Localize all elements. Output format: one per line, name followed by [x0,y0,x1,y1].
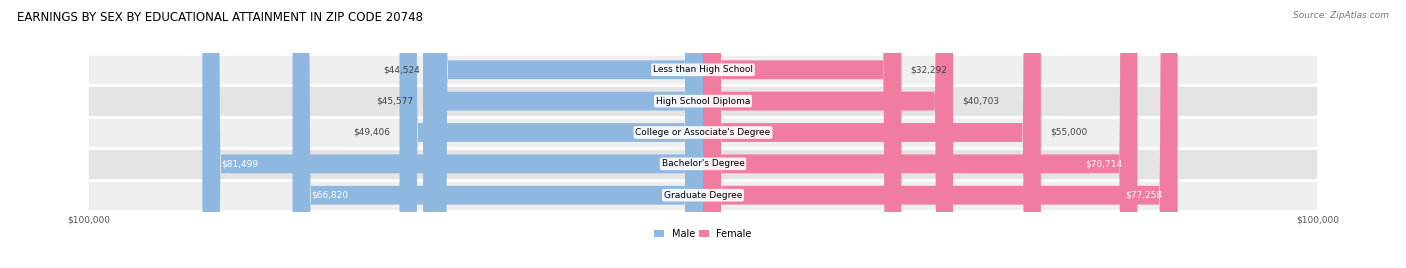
Text: Less than High School: Less than High School [652,65,754,74]
FancyBboxPatch shape [89,85,1317,117]
FancyBboxPatch shape [202,0,703,268]
FancyBboxPatch shape [429,0,703,268]
Text: $70,714: $70,714 [1085,159,1122,168]
FancyBboxPatch shape [292,0,703,268]
FancyBboxPatch shape [89,54,1317,85]
Text: $32,292: $32,292 [911,65,948,74]
FancyBboxPatch shape [423,0,703,268]
Text: $49,406: $49,406 [353,128,391,137]
FancyBboxPatch shape [703,0,901,268]
Text: $66,820: $66,820 [311,191,349,200]
Text: $45,577: $45,577 [377,97,413,106]
Text: EARNINGS BY SEX BY EDUCATIONAL ATTAINMENT IN ZIP CODE 20748: EARNINGS BY SEX BY EDUCATIONAL ATTAINMEN… [17,11,423,24]
Text: Graduate Degree: Graduate Degree [664,191,742,200]
FancyBboxPatch shape [89,148,1317,180]
Text: $40,703: $40,703 [962,97,1000,106]
Text: High School Diploma: High School Diploma [655,97,751,106]
Text: $44,524: $44,524 [384,65,420,74]
Text: College or Associate's Degree: College or Associate's Degree [636,128,770,137]
FancyBboxPatch shape [703,0,1040,268]
Text: $81,499: $81,499 [221,159,257,168]
Legend: Male, Female: Male, Female [651,225,755,243]
FancyBboxPatch shape [703,0,1137,268]
FancyBboxPatch shape [703,0,1178,268]
FancyBboxPatch shape [703,0,953,268]
Text: $55,000: $55,000 [1050,128,1087,137]
FancyBboxPatch shape [89,180,1317,211]
Text: Source: ZipAtlas.com: Source: ZipAtlas.com [1294,11,1389,20]
Text: $77,258: $77,258 [1125,191,1163,200]
FancyBboxPatch shape [399,0,703,268]
FancyBboxPatch shape [89,117,1317,148]
Text: Bachelor's Degree: Bachelor's Degree [662,159,744,168]
